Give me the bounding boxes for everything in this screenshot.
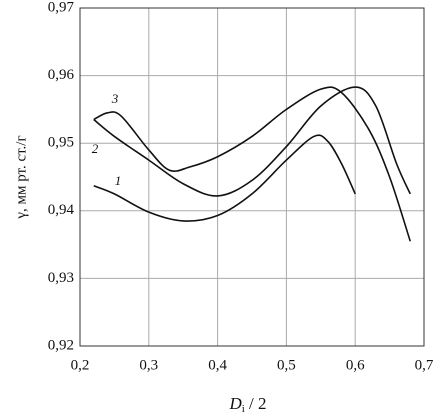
x-axis-label: Di / 2 — [228, 394, 266, 415]
y-tick-label: 0,94 — [48, 202, 75, 218]
y-axis-label: γ, мм рт. ст./г — [13, 135, 29, 219]
x-tick-label: 0,2 — [71, 357, 90, 373]
y-tick-label: 0,92 — [48, 337, 74, 353]
curve — [93, 86, 412, 242]
plot-frame — [79, 7, 425, 347]
x-tick-label: 0,5 — [277, 357, 296, 373]
curve-label: 1 — [115, 173, 122, 188]
x-label-rest: / 2 — [245, 394, 267, 413]
curve-label: 2 — [92, 141, 99, 156]
x-tick-label: 0,7 — [415, 357, 434, 373]
curve — [93, 134, 356, 222]
x-label-main: D — [228, 394, 242, 413]
y-tick-label: 0,95 — [48, 135, 74, 151]
y-tick-label: 0,93 — [48, 270, 74, 286]
x-label-sub: i — [242, 403, 245, 415]
curve-label: 3 — [111, 91, 119, 106]
x-tick-label: 0,4 — [208, 357, 227, 373]
x-tick-label: 0,3 — [139, 357, 158, 373]
curve — [93, 86, 411, 197]
y-tick-label: 0,97 — [48, 0, 75, 15]
x-tick-label: 0,6 — [346, 357, 365, 373]
y-tick-label: 0,96 — [48, 67, 75, 83]
